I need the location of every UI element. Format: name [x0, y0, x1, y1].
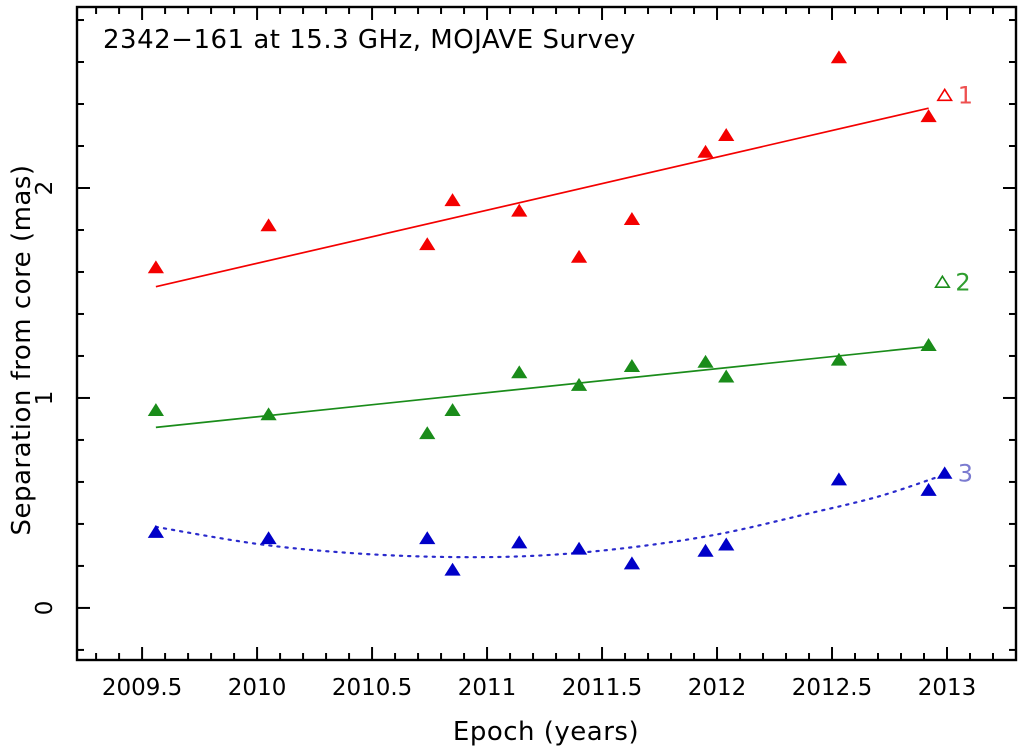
component-label-2: 2 [955, 268, 971, 296]
data-point-marker [444, 193, 461, 207]
series-layer: 1 2 3 [147, 50, 974, 576]
fit-line-2 [155, 345, 929, 429]
data-point-marker [830, 50, 848, 64]
data-point-marker [511, 203, 528, 217]
data-point-marker [444, 403, 461, 417]
axes-layer: 2009.5 2010 2010.5 2011 2011.5 2012 2012.5 2013… [32, 5, 1018, 701]
data-point-marker [718, 128, 735, 141]
data-point-marker [697, 543, 714, 557]
data-point-marker [419, 426, 436, 440]
plot-frame [75, 5, 1018, 662]
data-point-marker [570, 377, 588, 391]
data-point-marker [697, 354, 714, 368]
x-tick-label: 2011.5 [562, 675, 642, 701]
data-point-marker [147, 260, 164, 274]
data-point-marker [570, 541, 588, 555]
x-tick-label: 2010 [228, 675, 287, 701]
x-tick-label: 2011 [458, 675, 517, 701]
x-tick-label: 2013 [918, 675, 977, 701]
component-tag-marker [936, 466, 953, 479]
x-tick-label: 2012.5 [792, 675, 872, 701]
series-1: 1 [147, 50, 974, 288]
fit-line-1 [155, 107, 929, 288]
x-axis-label: Epoch (years) [453, 717, 639, 747]
data-point-marker [260, 218, 277, 232]
y-tick-label: 0 [32, 601, 58, 616]
data-point-marker [623, 212, 641, 225]
y-axis-label: Separation from core (mas) [7, 164, 37, 535]
component-tag-marker [934, 274, 951, 289]
y-tick-label: 1 [32, 391, 58, 406]
data-point-marker [920, 338, 937, 351]
x-tick-label: 2009.5 [102, 675, 182, 701]
data-point-marker [697, 144, 714, 158]
data-point-marker [920, 482, 937, 496]
data-point-marker [147, 524, 164, 538]
component-label-3: 3 [958, 460, 974, 488]
data-point-marker [419, 237, 436, 251]
x-tick-label: 2010.5 [332, 675, 412, 701]
data-point-marker [623, 556, 641, 570]
series-3: 3 [147, 460, 974, 576]
series-2: 2 [147, 268, 971, 440]
y-tick-label: 2 [32, 181, 58, 196]
plot-title: 2342−161 at 15.3 GHz, MOJAVE Survey [103, 25, 636, 55]
data-point-marker [444, 562, 461, 576]
data-point-marker [570, 249, 588, 263]
component-label-1: 1 [958, 82, 974, 110]
fit-curve-3 [154, 476, 937, 559]
component-tag-marker [936, 87, 953, 102]
data-point-marker [419, 531, 436, 545]
x-tick-label: 2012 [688, 675, 747, 701]
data-point-marker [623, 359, 641, 372]
data-point-marker [260, 407, 277, 421]
data-point-marker [718, 537, 735, 551]
data-point-marker [511, 365, 528, 379]
data-point-marker [718, 369, 735, 383]
data-point-marker [920, 109, 937, 123]
data-point-marker [260, 531, 277, 545]
data-point-marker [147, 403, 164, 417]
data-point-marker [511, 535, 528, 549]
data-point-marker [830, 352, 848, 366]
data-point-marker [830, 472, 848, 486]
